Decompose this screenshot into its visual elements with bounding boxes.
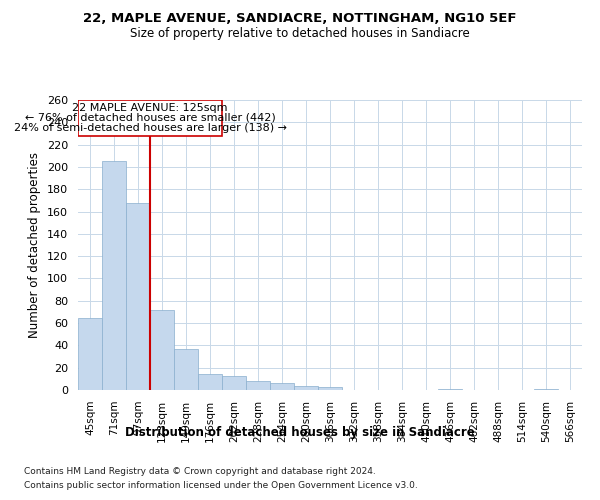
Bar	[78, 100, 222, 136]
Bar	[318, 386, 342, 390]
Bar	[534, 389, 558, 390]
Text: 22, MAPLE AVENUE, SANDIACRE, NOTTINGHAM, NG10 5EF: 22, MAPLE AVENUE, SANDIACRE, NOTTINGHAM,…	[83, 12, 517, 26]
Bar	[198, 374, 222, 390]
Bar	[150, 310, 174, 390]
Text: Size of property relative to detached houses in Sandiacre: Size of property relative to detached ho…	[130, 28, 470, 40]
Bar	[126, 202, 150, 390]
Bar	[438, 389, 462, 390]
Bar	[222, 376, 246, 390]
Text: 22 MAPLE AVENUE: 125sqm: 22 MAPLE AVENUE: 125sqm	[72, 103, 228, 113]
Text: Distribution of detached houses by size in Sandiacre: Distribution of detached houses by size …	[125, 426, 475, 439]
Text: ← 76% of detached houses are smaller (442): ← 76% of detached houses are smaller (44…	[25, 113, 275, 123]
Bar	[246, 381, 270, 390]
Bar	[102, 162, 126, 390]
Text: Contains public sector information licensed under the Open Government Licence v3: Contains public sector information licen…	[24, 480, 418, 490]
Bar	[294, 386, 318, 390]
Bar	[270, 384, 294, 390]
Text: Contains HM Land Registry data © Crown copyright and database right 2024.: Contains HM Land Registry data © Crown c…	[24, 466, 376, 475]
Bar	[78, 318, 102, 390]
Text: 24% of semi-detached houses are larger (138) →: 24% of semi-detached houses are larger (…	[14, 123, 287, 133]
Y-axis label: Number of detached properties: Number of detached properties	[28, 152, 41, 338]
Bar	[174, 348, 198, 390]
